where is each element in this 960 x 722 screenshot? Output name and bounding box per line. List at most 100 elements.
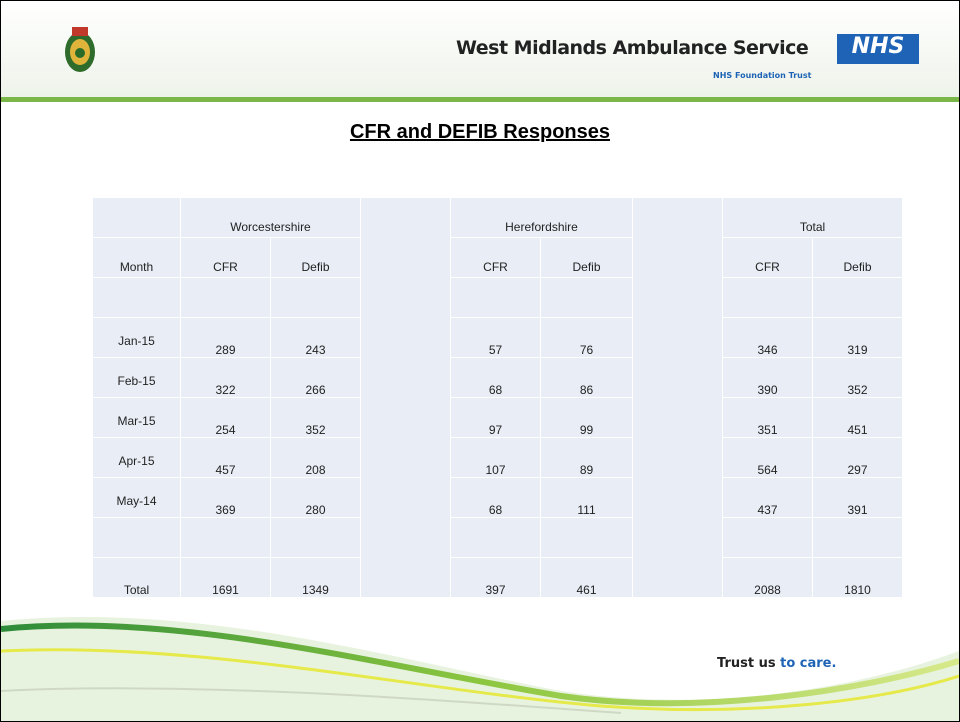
- empty-cell: [93, 278, 180, 317]
- value: 297: [813, 463, 902, 477]
- month: Mar-15: [93, 414, 180, 428]
- total-cell: 1810: [813, 558, 902, 597]
- value-cell: 390: [723, 358, 812, 397]
- empty-cell: [813, 518, 902, 557]
- value-cell: 437: [723, 478, 812, 517]
- value: 266: [271, 383, 360, 397]
- value-cell: 68: [451, 478, 540, 517]
- total-cell: 1349: [271, 558, 360, 597]
- column-header: CFR: [723, 238, 812, 277]
- value-cell: 107: [451, 438, 540, 477]
- column-header: Defib: [813, 238, 902, 277]
- value: 352: [813, 383, 902, 397]
- value: 451: [813, 423, 902, 437]
- column-label: Defib: [271, 260, 360, 274]
- value-cell: 352: [813, 358, 902, 397]
- month-cell: Feb-15: [93, 358, 180, 397]
- month-cell: Jan-15: [93, 318, 180, 357]
- value-cell: 451: [813, 398, 902, 437]
- total-value: 2088: [723, 583, 812, 597]
- organization: West Midlands Ambulance Service: [456, 37, 808, 59]
- empty-cell: [451, 518, 540, 557]
- column-header: Month: [93, 238, 180, 277]
- column-label: Month: [93, 260, 180, 274]
- value-cell: 346: [723, 318, 812, 357]
- tagline-start: Trust us: [717, 656, 776, 671]
- value: 76: [541, 343, 632, 357]
- total-cell: 2088: [723, 558, 812, 597]
- column-label: Defib: [541, 260, 632, 274]
- value-cell: 289: [181, 318, 270, 357]
- value-cell: 351: [723, 398, 812, 437]
- value: 254: [181, 423, 270, 437]
- empty-cell: [93, 518, 180, 557]
- total-label: Total: [93, 583, 180, 597]
- value-cell: 68: [451, 358, 540, 397]
- value: 457: [181, 463, 270, 477]
- value-cell: 111: [541, 478, 632, 517]
- empty-cell: [181, 518, 270, 557]
- column-label: CFR: [723, 260, 812, 274]
- value-cell: 97: [451, 398, 540, 437]
- total-value: 1691: [181, 583, 270, 597]
- value-cell: 564: [723, 438, 812, 477]
- value: 319: [813, 343, 902, 357]
- subtitle: NHS Foundation Trust: [713, 71, 811, 80]
- total-cell: 397: [451, 558, 540, 597]
- value-cell: 76: [541, 318, 632, 357]
- value-cell: 457: [181, 438, 270, 477]
- value: 57: [451, 343, 540, 357]
- month: Jan-15: [93, 334, 180, 348]
- group-label: Worcestershire: [181, 220, 360, 234]
- column-label: CFR: [451, 260, 540, 274]
- value: 97: [451, 423, 540, 437]
- value-cell: 319: [813, 318, 902, 357]
- group-header: Herefordshire: [451, 198, 632, 237]
- column-label: CFR: [181, 260, 270, 274]
- value-cell: 254: [181, 398, 270, 437]
- spacer-cell: [633, 198, 722, 597]
- empty-cell: [271, 518, 360, 557]
- empty-cell: [181, 278, 270, 317]
- value: 89: [541, 463, 632, 477]
- value-cell: 208: [271, 438, 360, 477]
- month-cell: Mar-15: [93, 398, 180, 437]
- column-header: CFR: [451, 238, 540, 277]
- slide: West Midlands Ambulance Service NHS NHS …: [0, 0, 960, 722]
- value: 280: [271, 503, 360, 517]
- total-cell: Total: [93, 558, 180, 597]
- value: 369: [181, 503, 270, 517]
- group-header: Worcestershire: [181, 198, 360, 237]
- empty-cell: [451, 278, 540, 317]
- nhs-badge: NHS: [837, 34, 919, 59]
- empty-cell: [541, 518, 632, 557]
- value: 111: [541, 503, 632, 517]
- total-value: 1810: [813, 583, 902, 597]
- value: 107: [451, 463, 540, 477]
- spacer-cell: [361, 198, 450, 597]
- title: CFR and DEFIB Responses: [1, 121, 959, 144]
- month: Feb-15: [93, 374, 180, 388]
- value: 208: [271, 463, 360, 477]
- value: 391: [813, 503, 902, 517]
- column-label: Defib: [813, 260, 902, 274]
- value-cell: 89: [541, 438, 632, 477]
- tagline: Trust us to care.: [717, 656, 836, 671]
- value: 390: [723, 383, 812, 397]
- total-value: 397: [451, 583, 540, 597]
- month-cell: May-14: [93, 478, 180, 517]
- value: 289: [181, 343, 270, 357]
- value-cell: 369: [181, 478, 270, 517]
- value-cell: 280: [271, 478, 360, 517]
- value: 99: [541, 423, 632, 437]
- empty-cell: [541, 278, 632, 317]
- empty-cell: [723, 518, 812, 557]
- value-cell: 352: [271, 398, 360, 437]
- value-cell: 86: [541, 358, 632, 397]
- empty-cell: [813, 278, 902, 317]
- value-cell: 266: [271, 358, 360, 397]
- column-header: Defib: [541, 238, 632, 277]
- value: 68: [451, 503, 540, 517]
- value-cell: 243: [271, 318, 360, 357]
- total-value: 461: [541, 583, 632, 597]
